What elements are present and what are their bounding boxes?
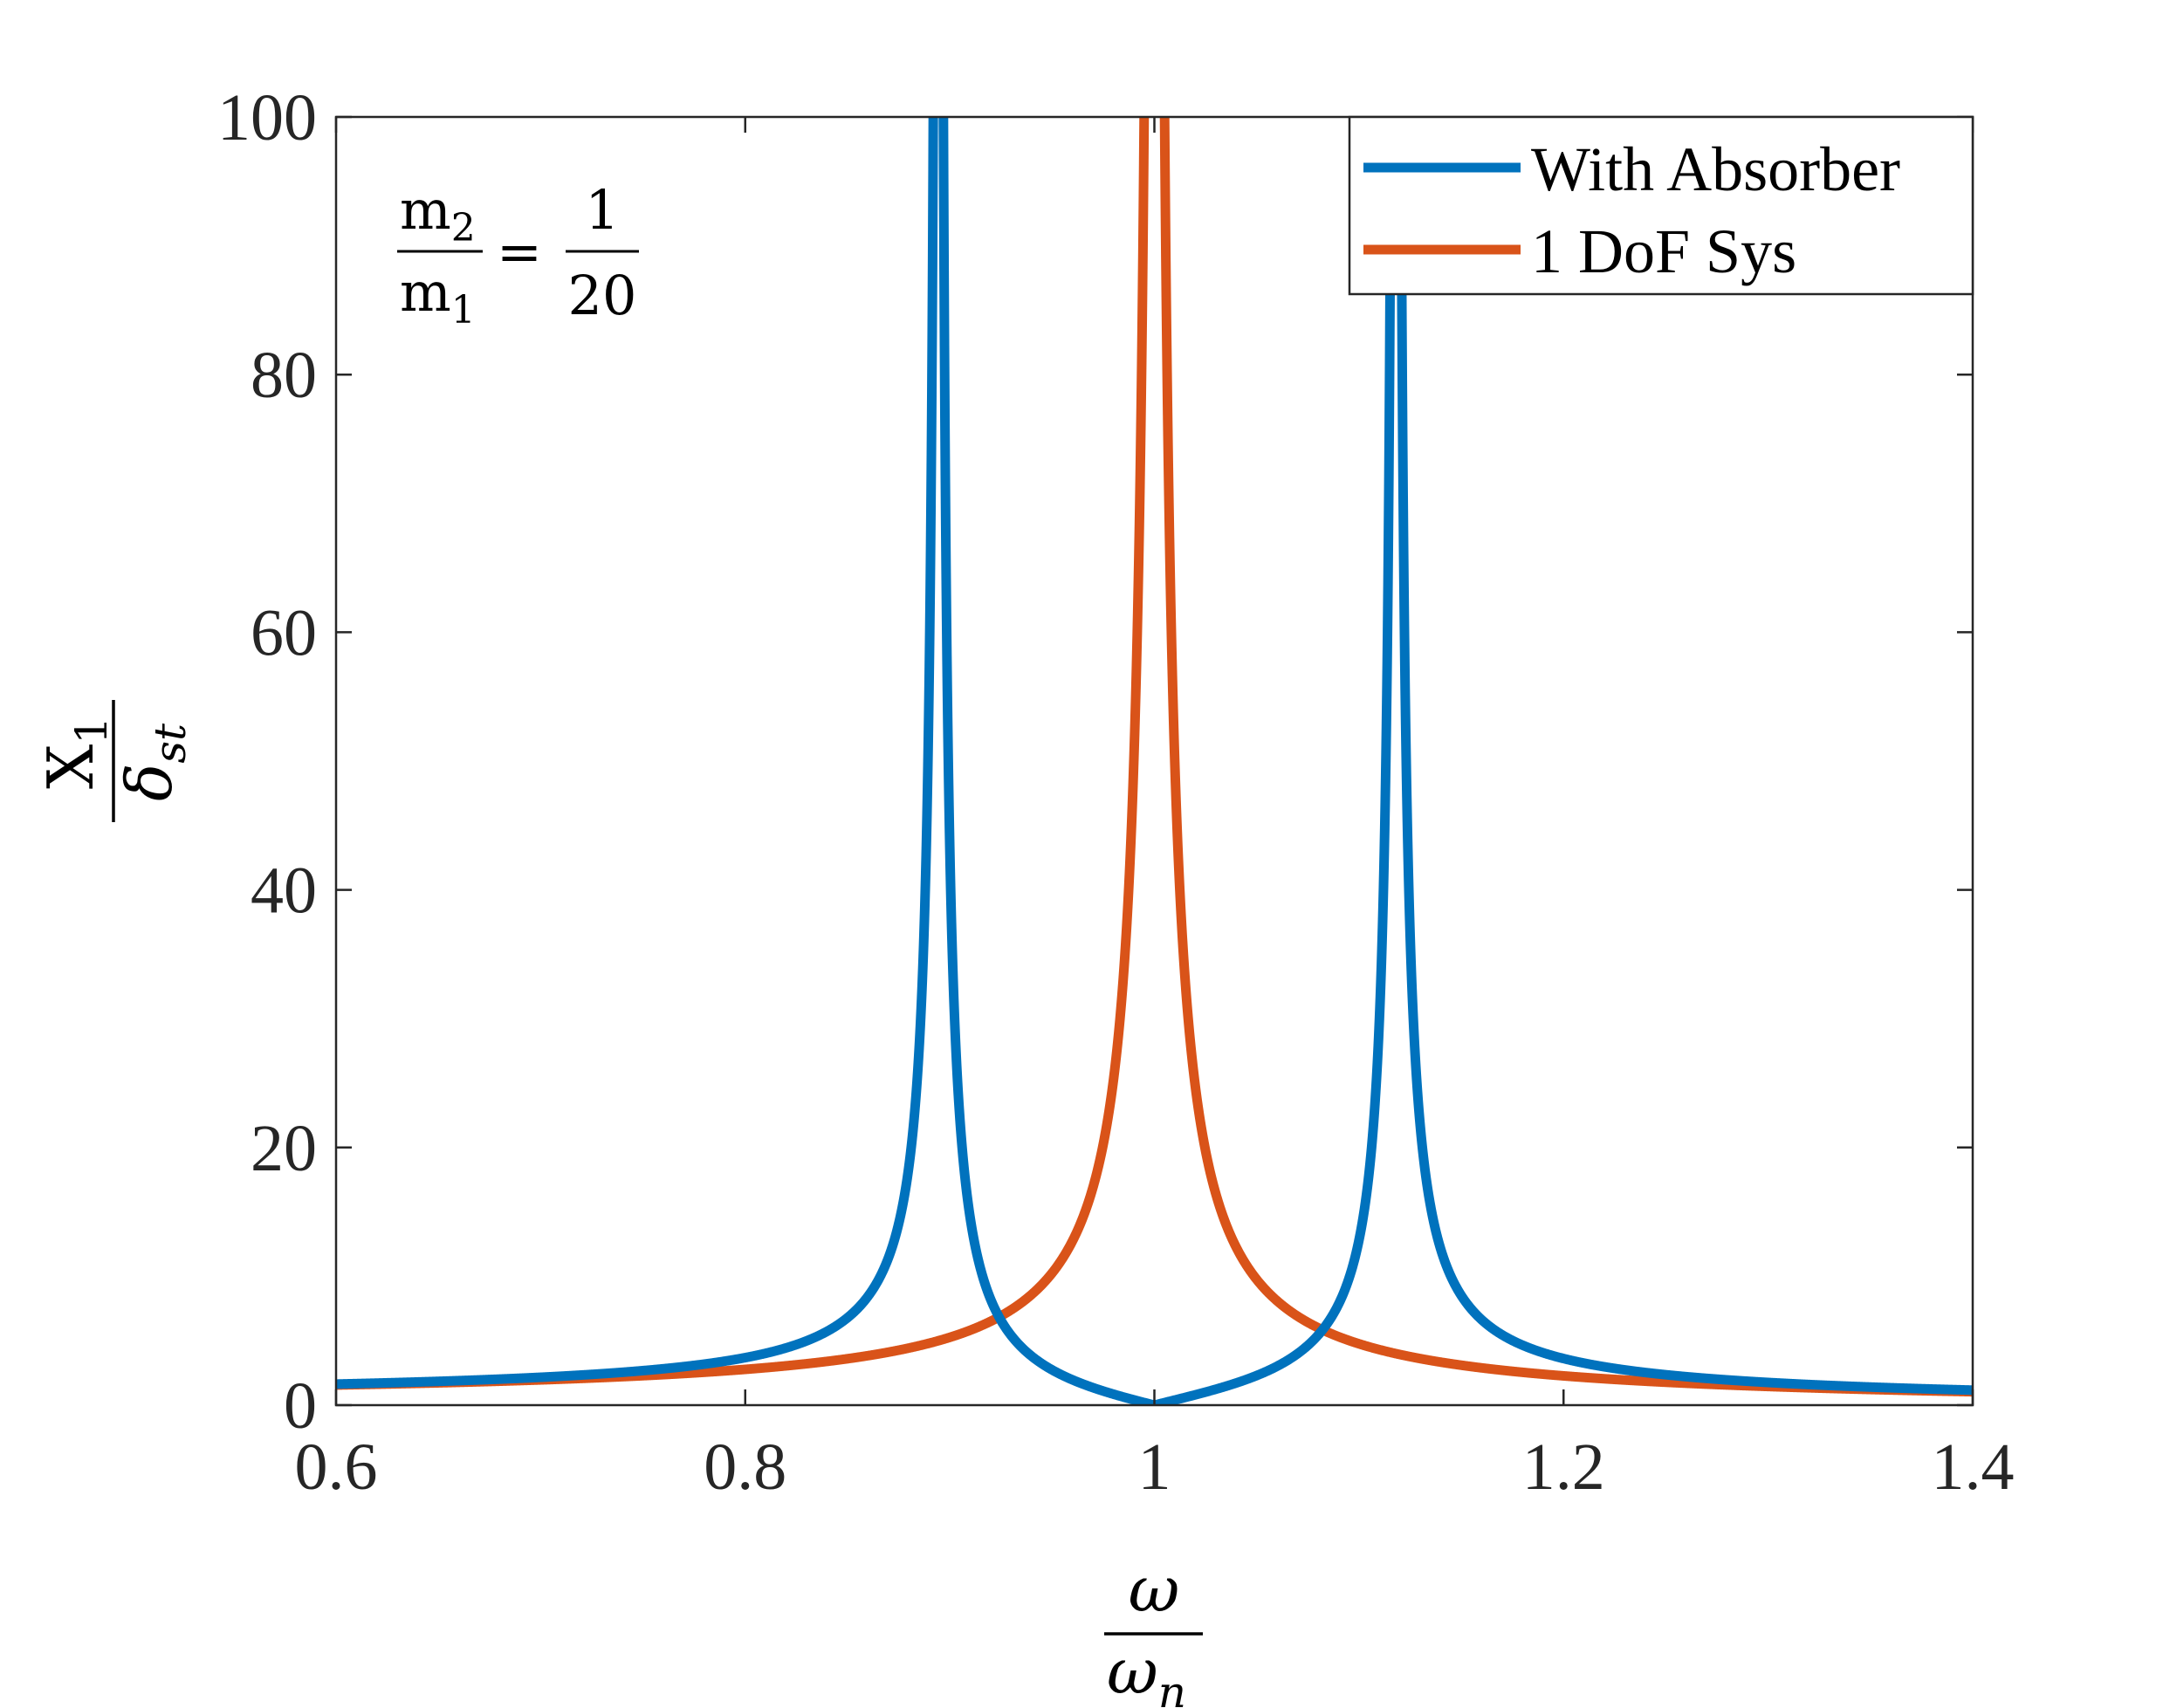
y-tick-label: 80	[251, 339, 317, 412]
mass-ratio-annotation: m2 m1 = 1 20	[397, 178, 639, 333]
annotation-rhs-denominator: 20	[568, 264, 637, 327]
legend-label-1-dof-sys: 1 DoF Sys	[1531, 216, 1796, 286]
y-label-denominator: δst	[113, 723, 196, 801]
annotation-denominator: m1	[400, 260, 476, 333]
y-axis-ticks: 0 20 40 60 80 100	[217, 81, 1973, 1443]
x-tick-label: 0.6	[295, 1430, 378, 1504]
y-tick-label: 40	[251, 854, 317, 928]
legend-box	[1348, 115, 1974, 296]
x-label-denominator: ωn	[1107, 1635, 1186, 1708]
legend: With Absorber 1 DoF Sys	[1348, 115, 1974, 296]
annotation-rhs-numerator: 1	[585, 178, 619, 242]
x-tick-label: 1.4	[1932, 1430, 2015, 1504]
x-tick-label: 0.8	[704, 1430, 786, 1504]
x-tick-label: 1	[1138, 1430, 1171, 1504]
y-tick-label: 60	[251, 596, 317, 669]
legend-label-with-absorber: With Absorber	[1531, 134, 1900, 204]
series-line-with-absorber	[336, 117, 1973, 1405]
y-label-numerator: X1	[34, 717, 117, 789]
x-tick-label: 1.2	[1522, 1430, 1605, 1504]
x-axis-label: ω ωn	[1104, 1553, 1203, 1708]
y-tick-label: 100	[217, 81, 317, 154]
y-tick-label: 20	[251, 1112, 317, 1185]
annotation-equals: =	[497, 220, 542, 284]
annotation-numerator: m2	[400, 178, 476, 250]
x-label-numerator: ω	[1129, 1553, 1180, 1626]
y-axis-label: X1 δst	[34, 700, 196, 822]
x-axis-ticks: 0.6 0.8 1 1.2 1.4	[295, 117, 2015, 1504]
y-tick-label: 0	[284, 1369, 317, 1443]
plot-area	[336, 117, 1973, 1405]
